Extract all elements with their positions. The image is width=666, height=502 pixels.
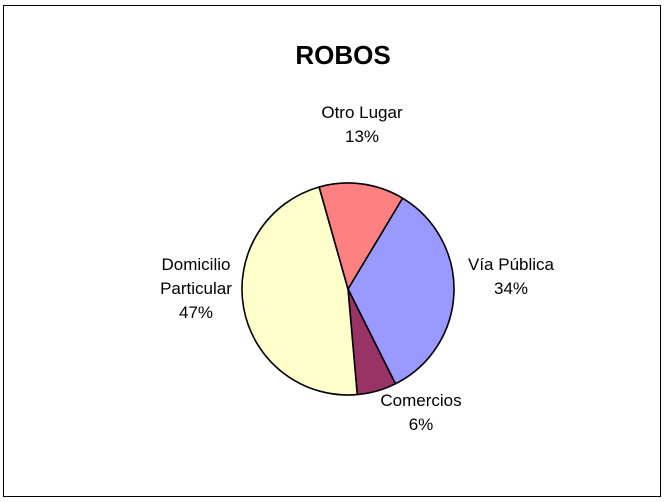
pie-slice-vía-pública [347,197,455,385]
pie-slice-domicilio-particular [241,186,359,396]
data-label-vía-pública: Vía Pública 34% [468,255,555,298]
data-label-domicilio-particular: Domicilio Particular 47% [160,255,232,322]
chart-title: ROBOS [295,40,390,70]
data-label-comercios: Comercios 6% [380,391,461,434]
pie-slice-otro-lugar [318,182,404,290]
data-labels: Vía Pública 34% Comercios 6% Domicilio Partic… [160,103,554,434]
data-label-otro-lugar: Otro Lugar 13% [321,103,403,146]
pie-slices [241,182,455,396]
